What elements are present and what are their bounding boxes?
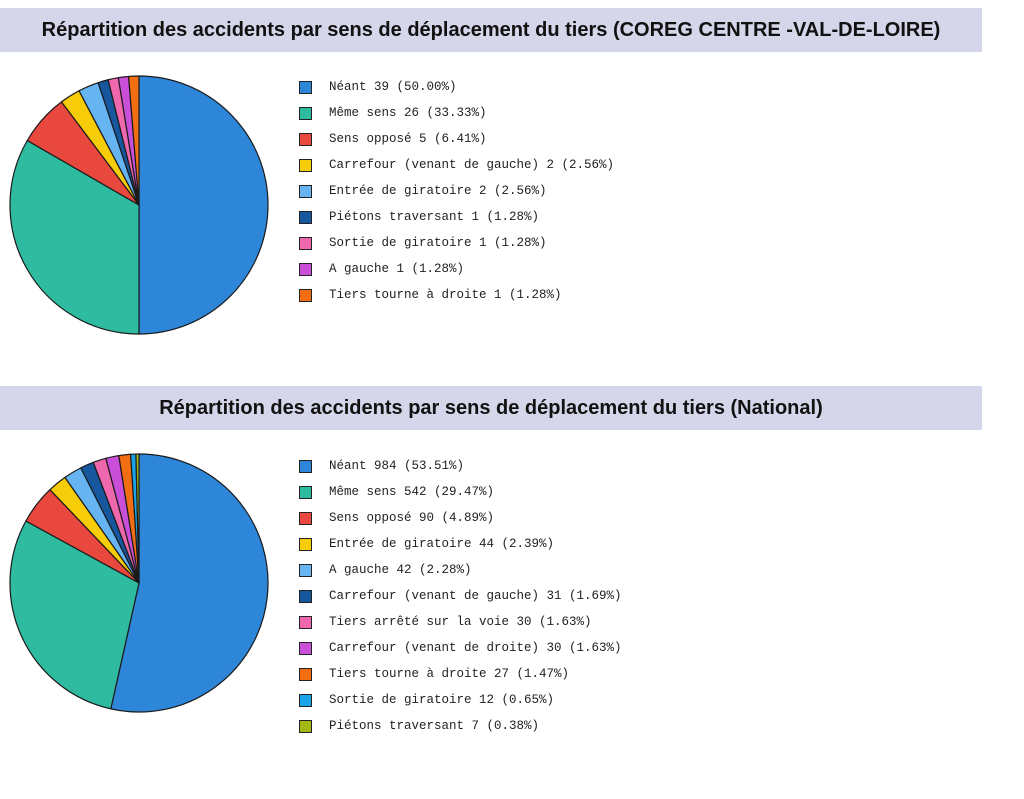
legend-label: Néant 984 (53.51%): [329, 459, 465, 473]
legend-label: Sortie de giratoire 1 (1.28%): [329, 236, 547, 250]
legend-item: Carrefour (venant de gauche) 31 (1.69%): [299, 583, 622, 609]
pie-slice: [138, 75, 269, 335]
legend-item: Carrefour (venant de droite) 30 (1.63%): [299, 635, 622, 661]
legend-label: Sens opposé 5 (6.41%): [329, 132, 487, 146]
legend-label: Tiers arrêté sur la voie 30 (1.63%): [329, 615, 592, 629]
chart-legend: Néant 984 (53.51%) Même sens 542 (29.47%)…: [299, 453, 622, 739]
legend-item: Même sens 26 (33.33%): [299, 100, 614, 126]
pie-slice: [135, 453, 140, 584]
legend-label: Piétons traversant 1 (1.28%): [329, 210, 540, 224]
legend-label: Sens opposé 90 (4.89%): [329, 511, 495, 525]
legend-label: A gauche 1 (1.28%): [329, 262, 465, 276]
legend-label: Carrefour (venant de gauche) 31 (1.69%): [329, 589, 622, 603]
legend-swatch: [299, 511, 312, 525]
legend-swatch: [299, 537, 312, 551]
legend-item: Tiers tourne à droite 27 (1.47%): [299, 661, 622, 687]
legend-swatch: [299, 615, 312, 629]
legend-label: A gauche 42 (2.28%): [329, 563, 472, 577]
legend-swatch: [299, 667, 312, 681]
legend-swatch: [299, 563, 312, 577]
legend-swatch: [299, 589, 312, 603]
legend-label: Néant 39 (50.00%): [329, 80, 457, 94]
legend-item: Sens opposé 90 (4.89%): [299, 505, 622, 531]
pie-chart-svg: [9, 75, 269, 335]
legend-swatch: [299, 158, 312, 172]
legend-item: Piétons traversant 7 (0.38%): [299, 713, 622, 739]
legend-label: Entrée de giratoire 44 (2.39%): [329, 537, 555, 551]
legend-item: Tiers tourne à droite 1 (1.28%): [299, 282, 614, 308]
legend-label: Carrefour (venant de gauche) 2 (2.56%): [329, 158, 615, 172]
legend-swatch: [299, 719, 312, 733]
legend-swatch: [299, 459, 312, 473]
legend-swatch: [299, 106, 312, 120]
legend-label: Même sens 26 (33.33%): [329, 106, 487, 120]
legend-swatch: [299, 693, 312, 707]
legend-label: Tiers tourne à droite 1 (1.28%): [329, 288, 562, 302]
legend-label: Entrée de giratoire 2 (2.56%): [329, 184, 547, 198]
chart-title: Répartition des accidents par sens de dé…: [0, 8, 982, 52]
pie-slice: [110, 453, 269, 713]
legend-item: Tiers arrêté sur la voie 30 (1.63%): [299, 609, 622, 635]
legend-item: A gauche 1 (1.28%): [299, 256, 614, 282]
legend-swatch: [299, 288, 312, 302]
legend-item: Piétons traversant 1 (1.28%): [299, 204, 614, 230]
legend-swatch: [299, 262, 312, 276]
legend-item: Néant 39 (50.00%): [299, 74, 614, 100]
legend-item: Carrefour (venant de gauche) 2 (2.56%): [299, 152, 614, 178]
legend-item: Sortie de giratoire 1 (1.28%): [299, 230, 614, 256]
pie-slice: [9, 520, 140, 710]
pie-chart-svg: [9, 453, 269, 713]
legend-item: Sortie de giratoire 12 (0.65%): [299, 687, 622, 713]
legend-label: Même sens 542 (29.47%): [329, 485, 495, 499]
legend-item: Sens opposé 5 (6.41%): [299, 126, 614, 152]
legend-item: Même sens 542 (29.47%): [299, 479, 622, 505]
legend-item: Entrée de giratoire 2 (2.56%): [299, 178, 614, 204]
legend-label: Tiers tourne à droite 27 (1.47%): [329, 667, 570, 681]
legend-swatch: [299, 485, 312, 499]
legend-item: Entrée de giratoire 44 (2.39%): [299, 531, 622, 557]
legend-swatch: [299, 184, 312, 198]
legend-swatch: [299, 80, 312, 94]
legend-item: Néant 984 (53.51%): [299, 453, 622, 479]
legend-swatch: [299, 641, 312, 655]
legend-swatch: [299, 236, 312, 250]
legend-label: Sortie de giratoire 12 (0.65%): [329, 693, 555, 707]
legend-swatch: [299, 132, 312, 146]
pie-slice: [128, 75, 140, 206]
legend-label: Piétons traversant 7 (0.38%): [329, 719, 540, 733]
pie-chart-coreg: Répartition des accidents par sens de dé…: [0, 0, 1024, 370]
legend-label: Carrefour (venant de droite) 30 (1.63%): [329, 641, 622, 655]
chart-title: Répartition des accidents par sens de dé…: [0, 386, 982, 430]
legend-swatch: [299, 210, 312, 224]
pie-chart-national: Répartition des accidents par sens de dé…: [0, 382, 1024, 799]
legend-item: A gauche 42 (2.28%): [299, 557, 622, 583]
pie-slice: [9, 139, 140, 335]
chart-legend: Néant 39 (50.00%) Même sens 26 (33.33%) Se…: [299, 74, 614, 308]
